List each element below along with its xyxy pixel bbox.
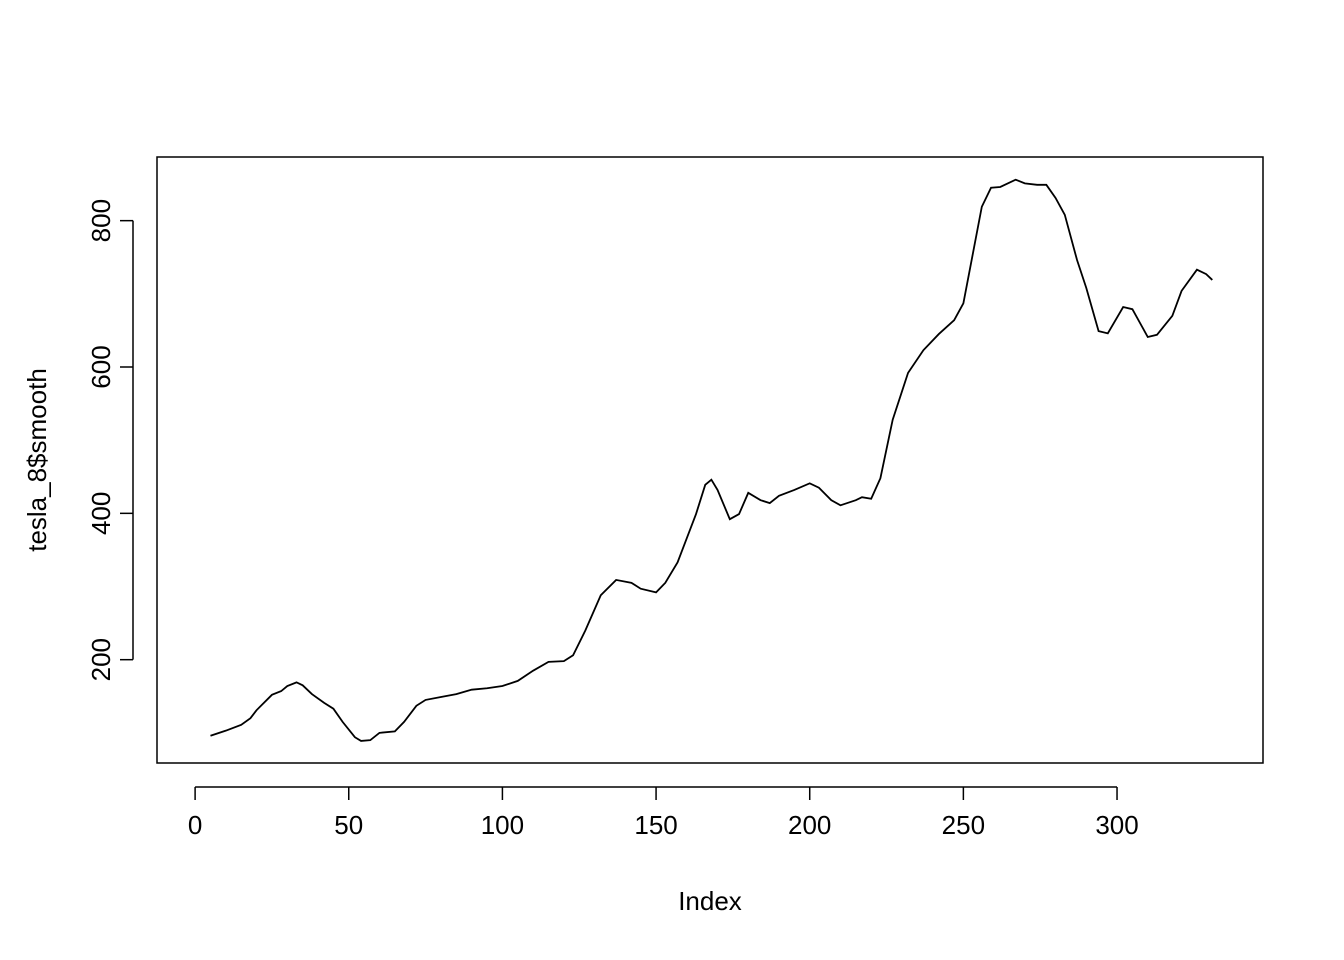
x-tick-label: 250 xyxy=(942,810,985,840)
x-tick-label: 50 xyxy=(334,810,363,840)
x-tick-label: 300 xyxy=(1095,810,1138,840)
plot-box xyxy=(156,156,1264,764)
y-tick-label: 600 xyxy=(86,345,116,388)
x-tick-label: 100 xyxy=(481,810,524,840)
y-tick-label: 400 xyxy=(86,492,116,535)
y-axis-label: tesla_8$smooth xyxy=(22,368,52,552)
line xyxy=(210,178,1213,742)
y-tick-label: 800 xyxy=(86,199,116,242)
x-tick-label: 0 xyxy=(188,810,202,840)
x-tick-label: 200 xyxy=(788,810,831,840)
y-tick-label: 200 xyxy=(86,638,116,681)
x-axis-label: Index xyxy=(678,886,742,916)
x-tick-label: 150 xyxy=(634,810,677,840)
